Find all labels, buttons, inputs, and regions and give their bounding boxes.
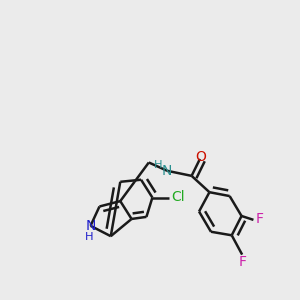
- Text: H: H: [85, 232, 93, 242]
- Text: O: O: [195, 149, 206, 164]
- Text: H: H: [153, 160, 162, 170]
- Text: Cl: Cl: [171, 190, 184, 204]
- Text: N: N: [85, 219, 96, 233]
- Text: F: F: [239, 255, 247, 269]
- Text: F: F: [256, 212, 264, 226]
- Text: N: N: [162, 164, 172, 178]
